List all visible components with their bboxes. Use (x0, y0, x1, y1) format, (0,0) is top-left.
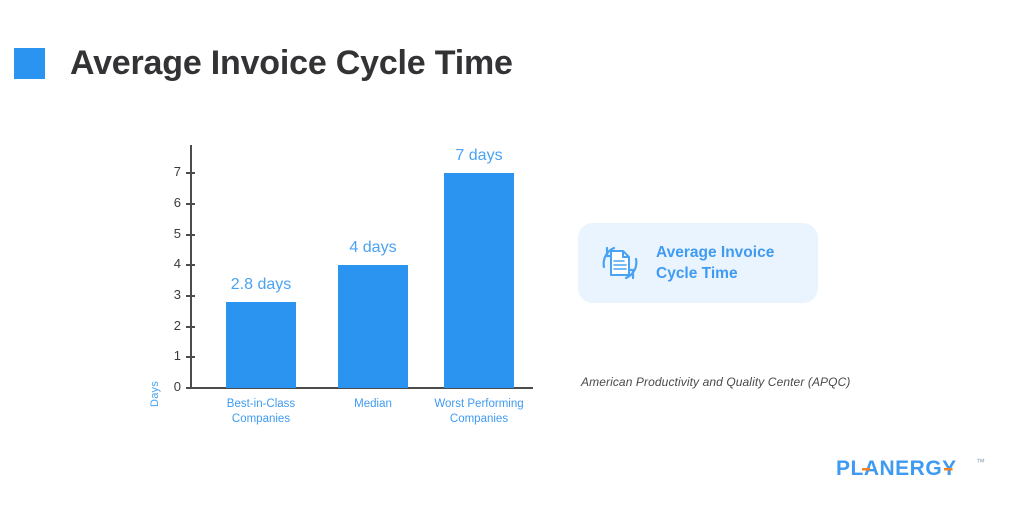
callout-line-1: Average Invoice (656, 244, 775, 261)
title-color-swatch (14, 48, 45, 79)
title-label: Average Invoice Cycle Time (70, 44, 513, 82)
x-category-label: Worst Performing Companies (434, 397, 525, 427)
y-tick-label-1: 1 (173, 348, 181, 364)
x-category-line: Best-in-Class (226, 398, 296, 410)
y-tick-0 (186, 387, 195, 389)
bar[interactable] (226, 302, 296, 388)
page-title: Average Invoice Cycle Time (14, 44, 513, 83)
bar-value-label: 4 days (349, 239, 397, 257)
y-tick-label-6: 6 (173, 194, 181, 210)
bar-value-label: 7 days (455, 147, 503, 165)
x-category-line: Median (354, 398, 392, 410)
y-tick-label-0: 0 (173, 379, 181, 394)
svg-text:PLANERGY: PLANERGY (836, 457, 957, 480)
y-tick-label-4: 4 (173, 256, 181, 272)
bar-chart: Days 0 1 2 3 4 5 6 7 2.8 days Best-in-Class Compa… (135, 140, 545, 435)
logo-trademark: ™ (976, 457, 985, 467)
y-tick-2 (186, 325, 195, 328)
logo-wordmark: PLANERGY (836, 457, 957, 480)
bar[interactable] (444, 173, 514, 388)
x-category-line: Companies (449, 413, 509, 425)
bar-group: 7 days Worst Performing Companies (434, 140, 523, 425)
y-tick-4 (186, 264, 195, 267)
y-tick-5 (186, 233, 195, 236)
y-tick-3 (186, 294, 195, 297)
y-axis-title: Days (149, 381, 161, 407)
x-category-line: Companies (231, 413, 291, 425)
callout-text: Average Invoice Cycle Time (656, 242, 774, 284)
y-tick-label-2: 2 (173, 317, 181, 333)
y-tick-1 (186, 356, 195, 359)
planergy-logo: PLANERGY ™ (836, 455, 985, 481)
bar-value-label: 2.8 days (230, 276, 292, 294)
x-category-label: Best-in-Class Companies (216, 397, 307, 427)
y-tick-label-7: 7 (173, 164, 181, 180)
callout-line-2: Cycle Time (656, 265, 738, 282)
plot-area: 2.8 days Best-in-Class Companies 4 days Medi… (192, 140, 533, 425)
document-cycle-icon (592, 235, 648, 291)
bar-group: 4 days Median (338, 140, 408, 410)
y-tick-6 (186, 202, 195, 205)
x-category-label: Median (328, 397, 419, 412)
y-axis-line (190, 145, 192, 389)
bar[interactable] (338, 265, 408, 388)
y-tick-7 (186, 172, 195, 175)
source-citation: American Productivity and Quality Center… (581, 375, 851, 389)
x-category-line: Worst Performing (434, 398, 524, 410)
y-tick-label-3: 3 (173, 286, 181, 302)
x-axis-line (190, 387, 533, 389)
callout-card: Average Invoice Cycle Time (578, 223, 818, 303)
bar-group: 2.8 days Best-in-Class Companies (226, 140, 296, 425)
y-tick-label-5: 5 (173, 225, 181, 241)
